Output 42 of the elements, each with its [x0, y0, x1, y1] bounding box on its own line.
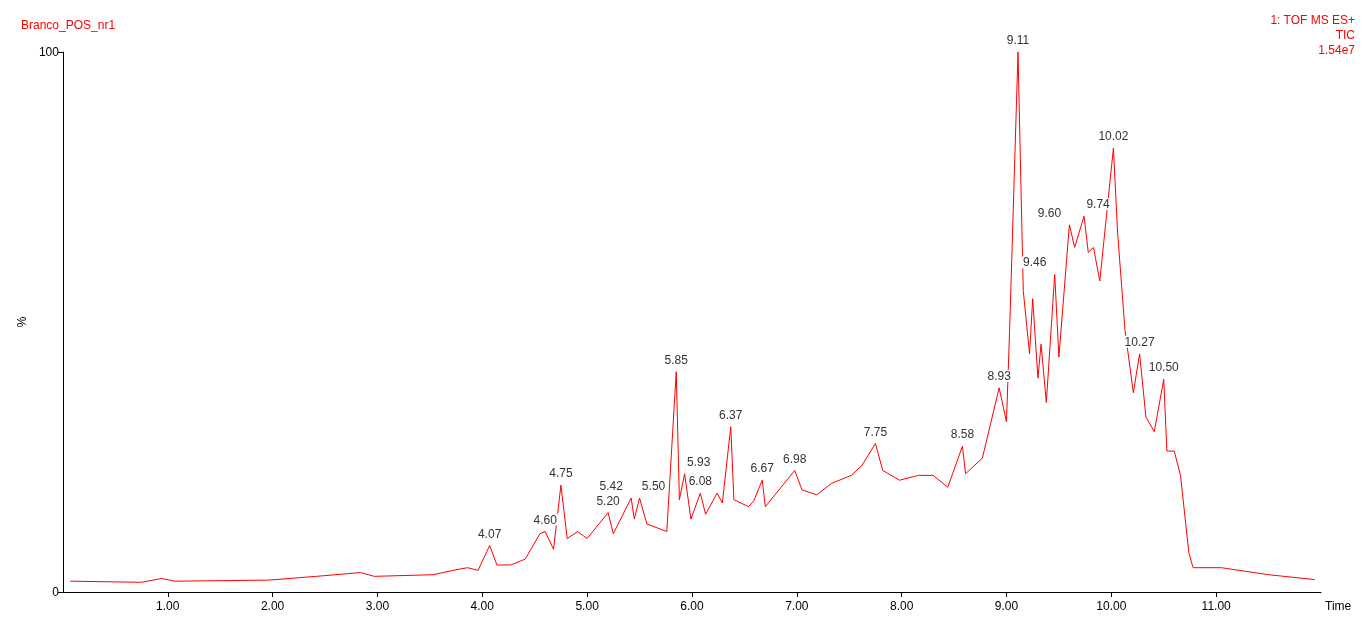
y-axis-title: % — [15, 316, 29, 328]
x-tick-label: 6.00 — [680, 599, 704, 613]
annotation: 5.85 — [664, 352, 689, 367]
text: 1: TOF MS ES+ — [1270, 13, 1355, 27]
annotation: 8.58 — [950, 427, 975, 442]
text: TIC — [1335, 28, 1356, 42]
annotation: 4.07 — [477, 526, 502, 541]
annotation: 5.20 — [596, 493, 621, 508]
annotation: 7.75 — [863, 424, 888, 439]
x-axis-title: Time — [1325, 599, 1352, 613]
annotation: 10.50 — [1148, 360, 1180, 375]
annotation: 9.11 — [1006, 33, 1030, 47]
x-tick-label: 11.00 — [1201, 599, 1232, 613]
annotation: 6.08 — [688, 474, 713, 489]
annotation: 9.46 — [1023, 255, 1047, 270]
x-tick-label: 8.00 — [889, 599, 914, 613]
y-tick-label: 0 — [52, 585, 60, 599]
annotation: 5.93 — [686, 454, 711, 469]
x-tick-label: 7.00 — [785, 599, 809, 613]
annotation: 10.02 — [1098, 129, 1129, 144]
x-tick-label: 10.00 — [1096, 599, 1127, 613]
chart-title: Branco_POS_nr1 — [21, 18, 116, 32]
annotation: 9.74 — [1086, 197, 1111, 212]
line-series — [69, 51, 1316, 583]
x-tick-label: 1.00 — [156, 599, 180, 613]
annotation: 5.50 — [641, 479, 666, 494]
annotation: 5.42 — [599, 479, 624, 494]
x-tick-label: 4.00 — [470, 599, 495, 613]
annotation: 9.60 — [1037, 205, 1062, 220]
annotation: 6.67 — [750, 461, 775, 476]
x-tick-label: 2.00 — [260, 599, 285, 613]
annotation: 8.93 — [987, 368, 1012, 383]
x-tick-label: 5.00 — [575, 599, 600, 613]
annotation: 6.37 — [719, 407, 743, 422]
x-tick-label: 9.00 — [994, 599, 1019, 613]
x-tick-label: 3.00 — [365, 599, 390, 613]
annotation: 1.54e7 — [1318, 43, 1356, 57]
annotation: 4.60 — [533, 512, 558, 527]
annotation: 4.75 — [549, 466, 573, 481]
annotation: 10.27 — [1124, 334, 1155, 349]
annotation: 6.98 — [783, 451, 807, 466]
y-tick-label: 100 — [38, 45, 60, 59]
